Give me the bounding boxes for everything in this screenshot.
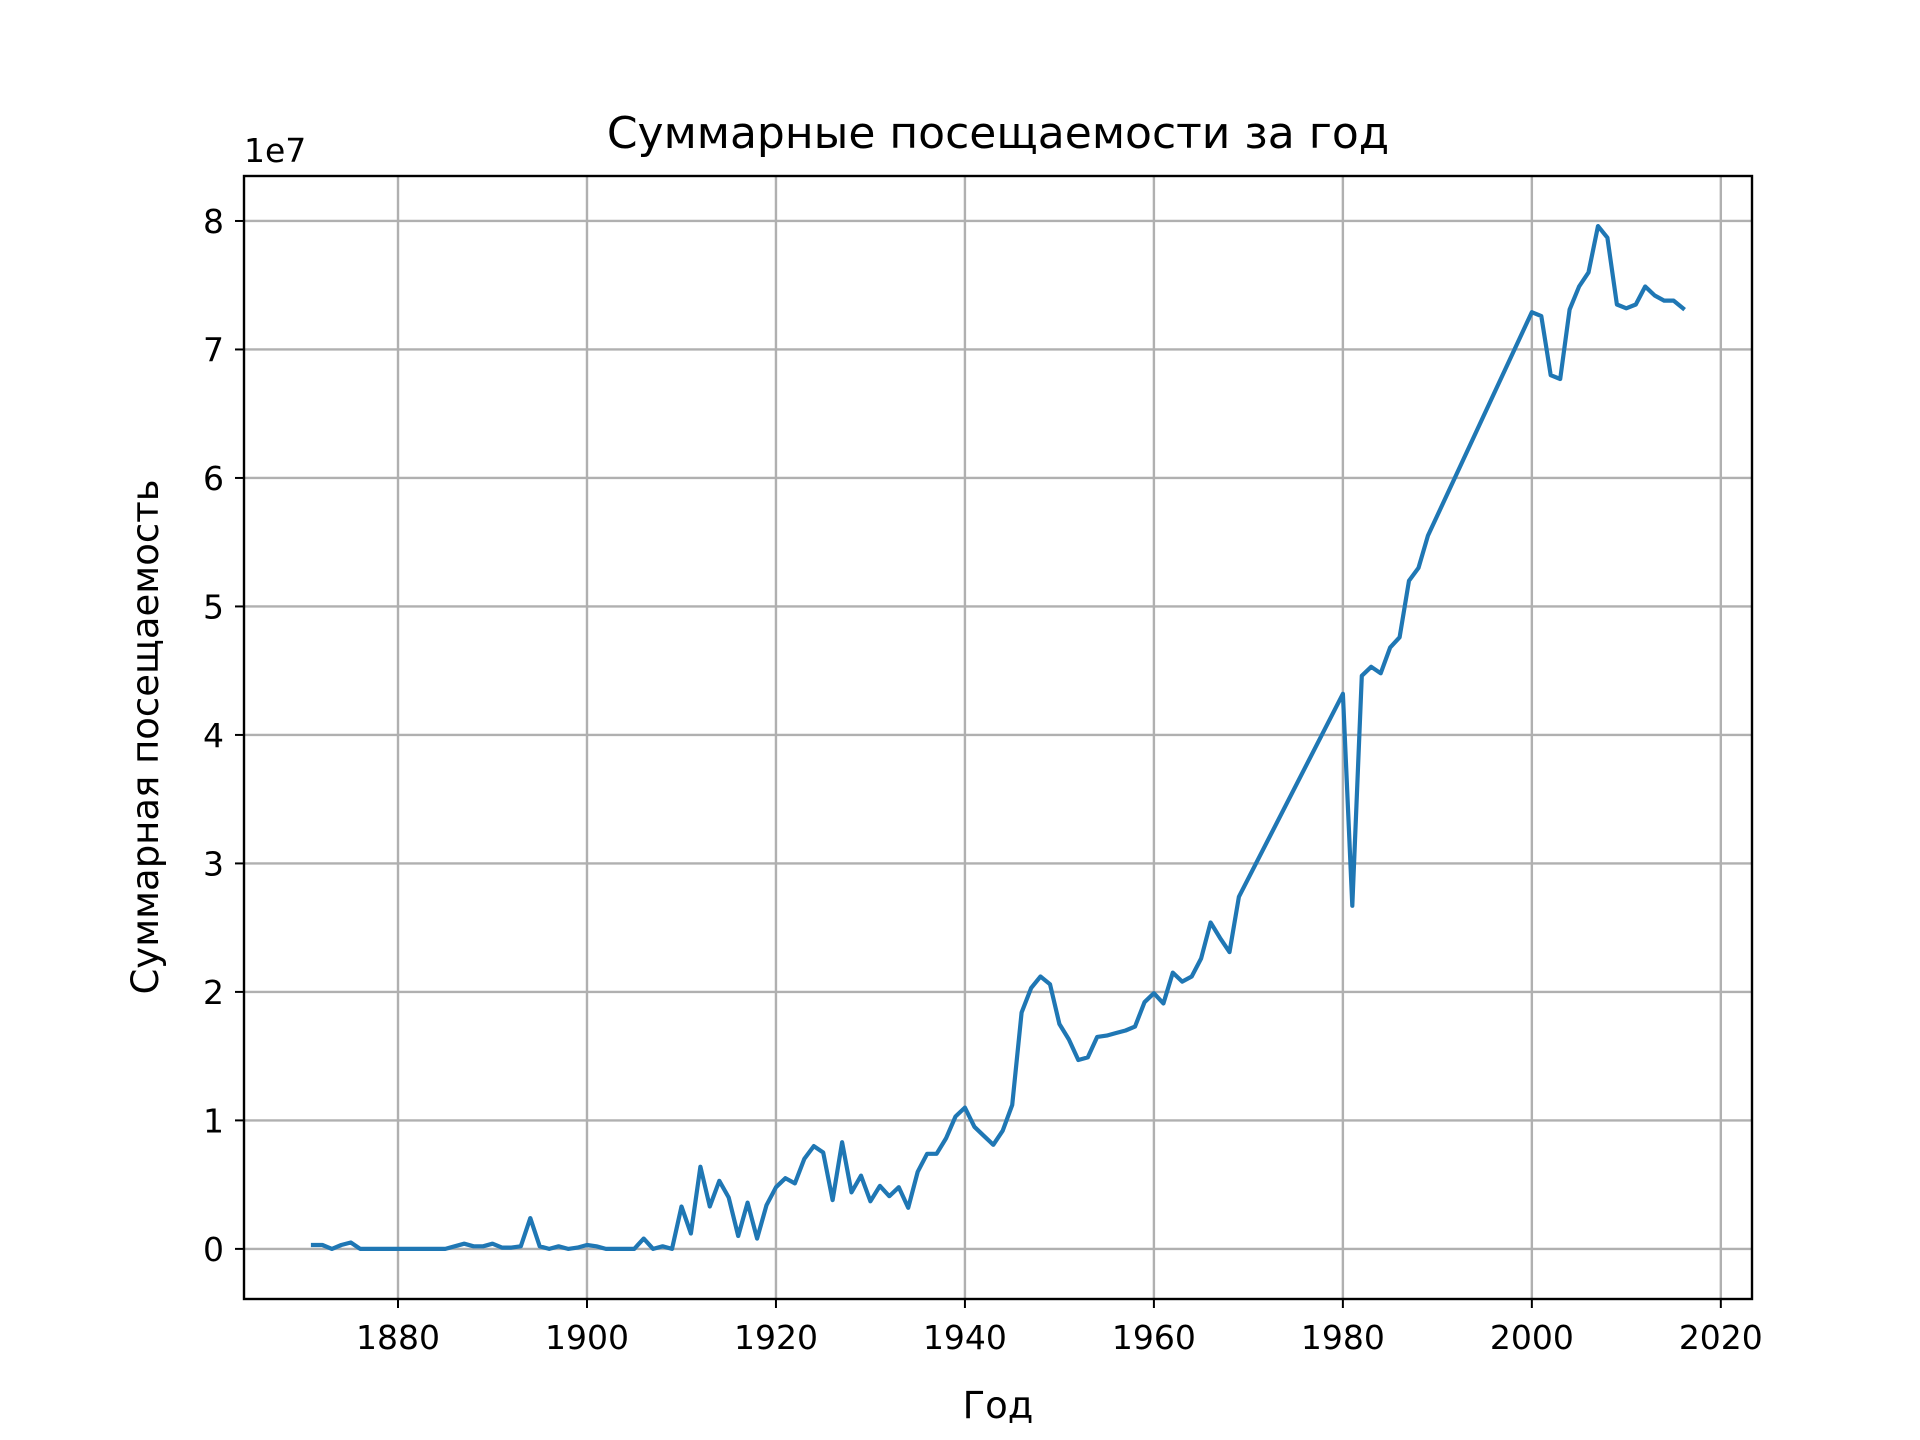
plot-frame — [242, 174, 1754, 1301]
y-tick-label: 6 — [203, 459, 224, 498]
y-tick-label: 1 — [203, 1101, 224, 1140]
y-exponent-label: 1e7 — [244, 131, 306, 170]
y-axis-title: Суммарная посещаемость — [124, 479, 167, 994]
axis-ticks: 1880 1900 1920 1940 1960 1980 2000 2020 0 1 2 3 4 5 6 7… — [203, 202, 1763, 1357]
data-series — [310, 224, 1686, 1252]
y-tick-label: 4 — [203, 716, 224, 755]
x-tick-label: 2020 — [1679, 1318, 1763, 1357]
x-tick-label: 1920 — [734, 1318, 818, 1357]
x-tick-label: 1900 — [545, 1318, 629, 1357]
y-tick-label: 5 — [203, 587, 224, 626]
x-tick-label: 1940 — [923, 1318, 1007, 1357]
x-tick-label: 1880 — [356, 1318, 440, 1357]
y-tick-label: 8 — [203, 202, 224, 241]
series-line — [310, 224, 1686, 1252]
x-tick-label: 1980 — [1301, 1318, 1385, 1357]
x-tick-label: 1960 — [1112, 1318, 1196, 1357]
y-tick-label: 2 — [203, 973, 224, 1012]
y-tick-label: 0 — [203, 1230, 224, 1269]
x-tick-label: 2000 — [1490, 1318, 1574, 1357]
y-tick-label: 7 — [203, 330, 224, 369]
x-axis-title: Год — [963, 1384, 1034, 1427]
y-tick-label: 3 — [203, 844, 224, 883]
chart-title: Суммарные посещаемости за год — [607, 108, 1389, 159]
